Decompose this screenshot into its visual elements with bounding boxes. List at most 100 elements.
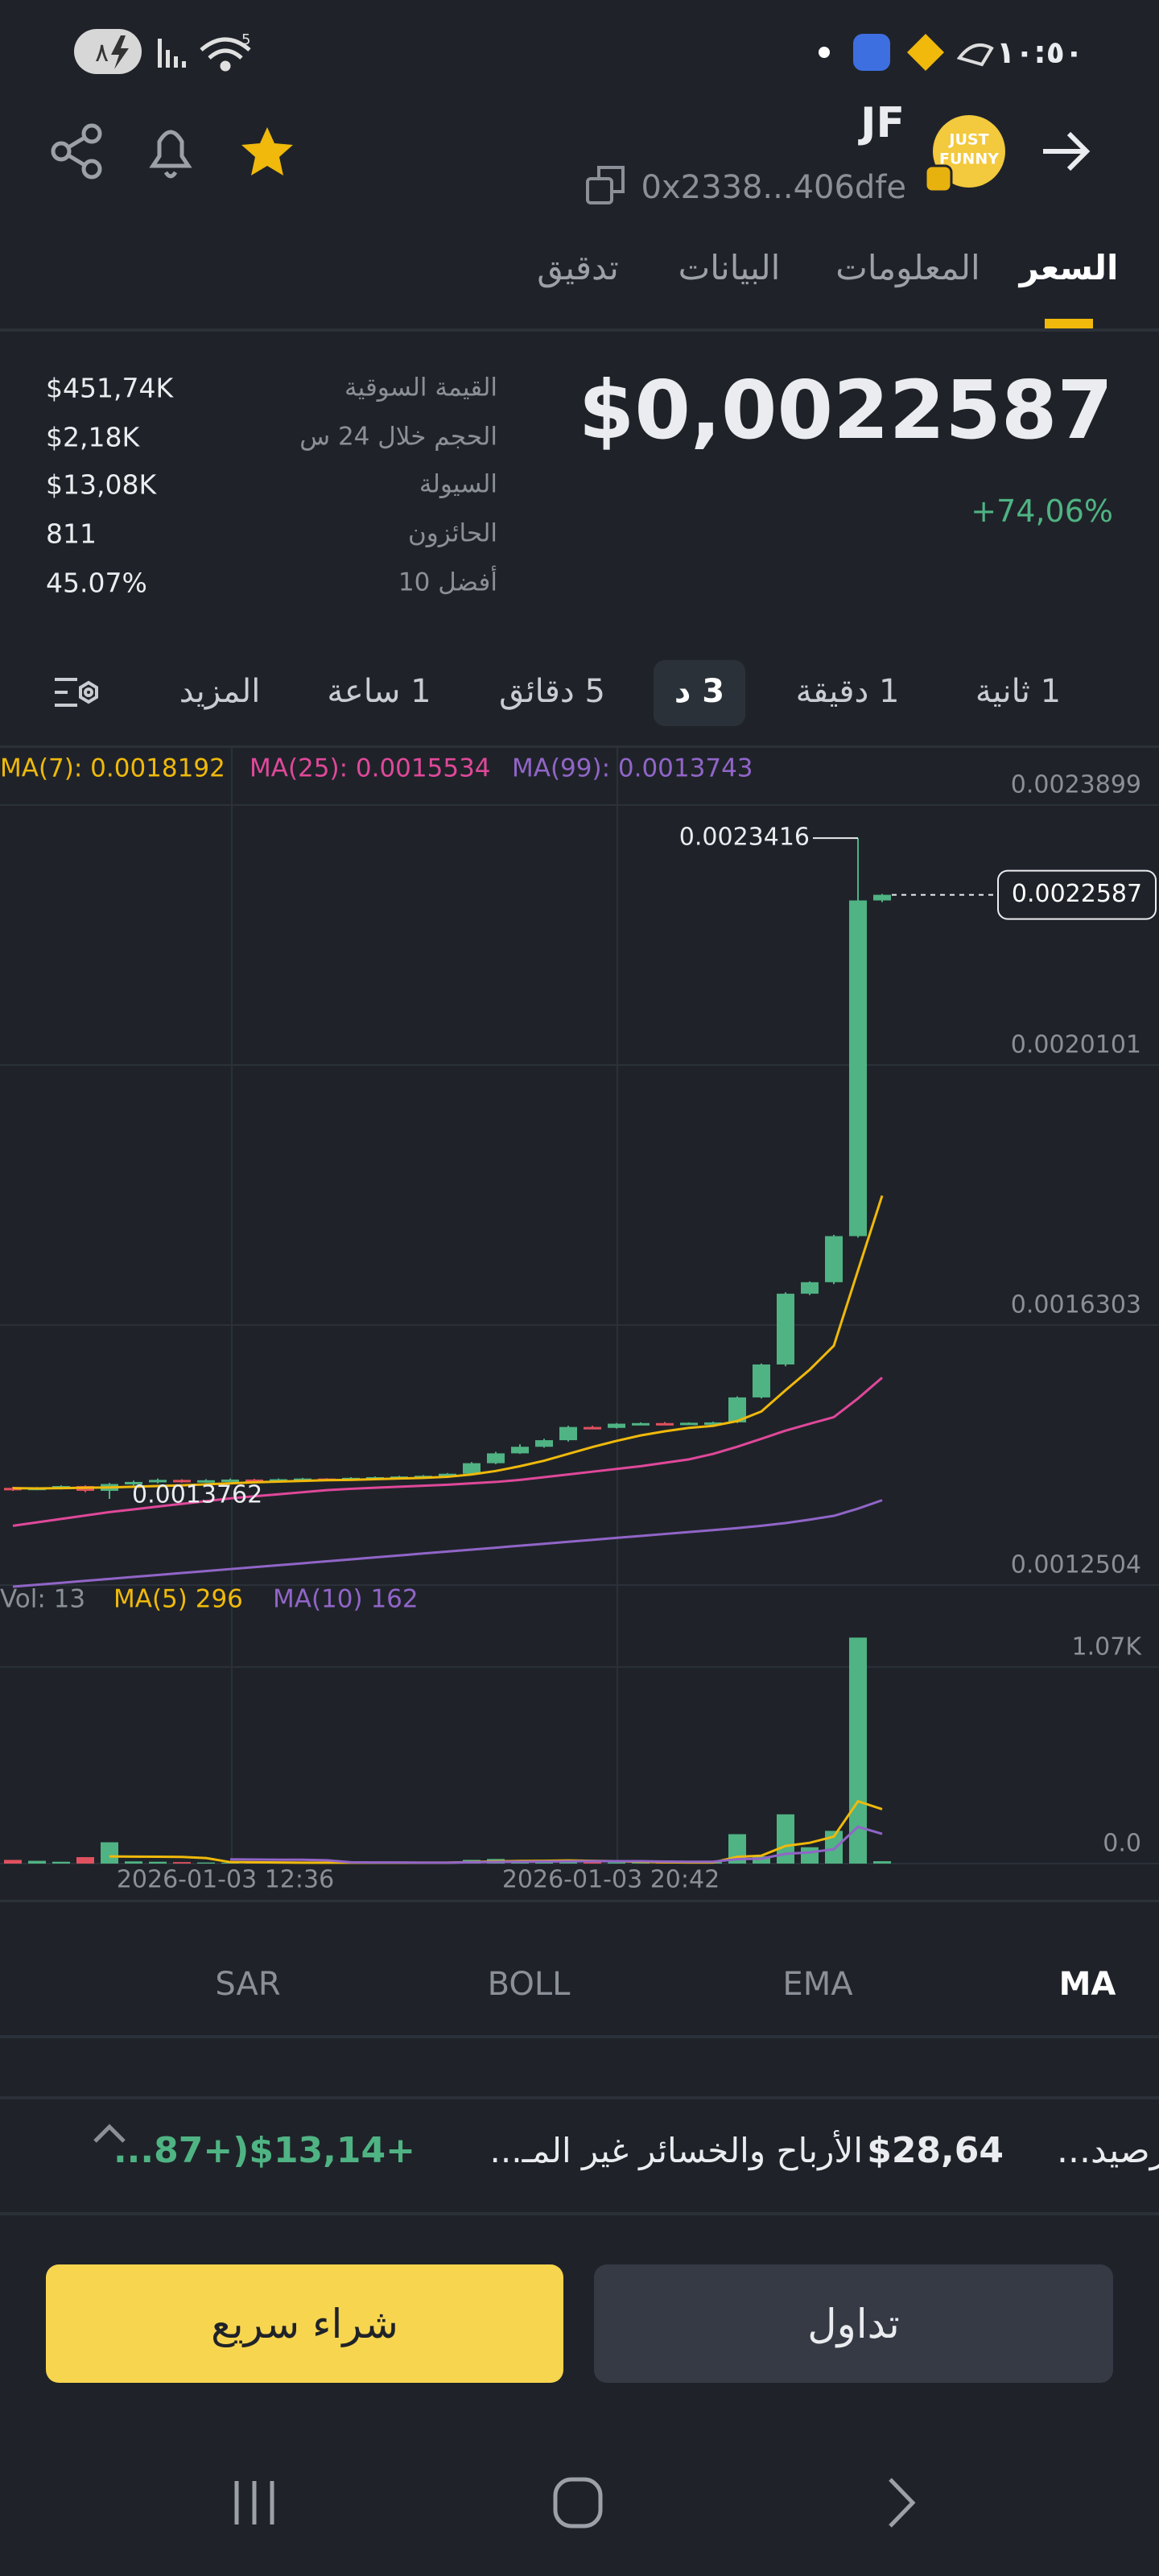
indicator[interactable]: BOLL	[487, 1966, 571, 2003]
stat-value: 45.07%	[46, 567, 147, 599]
interval[interactable]: 1 دقيقة	[795, 673, 900, 710]
volume-bar	[197, 1862, 215, 1864]
interval[interactable]: 5 دقائق	[499, 673, 605, 710]
last-price-label: 0.0022587	[1012, 880, 1142, 908]
y-tick-label: 0.0023899	[1011, 771, 1141, 799]
back-arrow[interactable]	[1043, 131, 1091, 171]
ma-line	[12, 1377, 883, 1527]
candle-body	[584, 1426, 601, 1430]
candle-body	[777, 1294, 794, 1365]
quick-buy-button[interactable]: شراء سريع	[46, 2264, 563, 2383]
candle-body	[535, 1440, 553, 1447]
candle-body	[801, 1282, 819, 1294]
x-tick-label: 2026-01-03 12:36	[117, 1866, 334, 1894]
star-icon[interactable]	[241, 127, 293, 175]
bolt-icon	[111, 35, 129, 69]
signal-icon	[158, 39, 186, 68]
candle-body	[608, 1423, 625, 1428]
tab[interactable]: المعلومات	[835, 248, 980, 287]
button-label: تداول	[807, 2300, 900, 2347]
volume-bar	[125, 1861, 142, 1864]
nav-bar[interactable]	[234, 2477, 916, 2529]
candle-body	[632, 1422, 650, 1426]
divider	[0, 2096, 1159, 2099]
stat-label: القيمة السوقية	[344, 373, 497, 402]
interval[interactable]: المزيد	[179, 673, 261, 710]
indicator[interactable]: MA	[1058, 1966, 1116, 2003]
candle-body	[873, 894, 891, 901]
volume-bar	[608, 1862, 625, 1864]
y-tick-label: 0.0012504	[1011, 1551, 1141, 1579]
volume-bar	[753, 1856, 770, 1864]
candle-body	[463, 1463, 481, 1474]
wifi-icon	[200, 37, 251, 72]
chart-settings-icon[interactable]	[55, 678, 98, 707]
volume-bar	[825, 1831, 843, 1864]
last-price-box	[997, 869, 1157, 920]
stat-label: أفضل 10	[398, 568, 497, 597]
bell-icon[interactable]	[149, 130, 192, 179]
low-label: 0.0013762	[132, 1481, 262, 1509]
copy-icon[interactable]	[586, 166, 625, 204]
high-label: 0.0023416	[679, 824, 810, 852]
volume-bar	[777, 1814, 794, 1864]
candle-body	[656, 1422, 674, 1426]
volume-ma-line	[229, 1825, 883, 1864]
volume-tick-label: 0.0	[1103, 1830, 1141, 1858]
legend-entry: MA(7): 0.0018192	[0, 753, 225, 783]
candle-body	[149, 1480, 167, 1483]
tab[interactable]: البيانات	[678, 248, 781, 287]
candle-body	[173, 1480, 191, 1483]
price: $0,0022587	[578, 363, 1113, 457]
pnl-change: +$13,14(+87...	[113, 2130, 415, 2171]
volume-bar	[801, 1847, 819, 1864]
share-icon[interactable]	[51, 123, 102, 180]
logo-text: FUNNY	[939, 150, 999, 168]
ma-line	[12, 1195, 884, 1490]
volume-bar	[101, 1842, 118, 1864]
stat-value: 811	[46, 518, 97, 550]
volume-bar	[873, 1861, 891, 1864]
candle-body	[487, 1453, 505, 1463]
volume-bar	[28, 1860, 46, 1864]
tab[interactable]: تدقيق	[537, 248, 619, 287]
stat-value: $2,18K	[46, 421, 140, 453]
indicator[interactable]: SAR	[215, 1966, 281, 2003]
volume-tick-label: 1.07K	[1072, 1633, 1143, 1661]
legend-entry: MA(5) 296	[113, 1584, 243, 1614]
legend-entry: MA(99): 0.0013743	[512, 753, 753, 783]
divider	[0, 2035, 1159, 2038]
pnl-amount: $28,64	[867, 2130, 1004, 2171]
expand-chevron[interactable]	[93, 2124, 126, 2143]
battery-level: ٨	[95, 37, 109, 68]
candle-body	[125, 1481, 142, 1484]
volume-bar	[76, 1857, 94, 1864]
price-change: +74,06%	[971, 493, 1113, 529]
wifi-badge: 5	[241, 31, 251, 48]
candle-body	[197, 1480, 215, 1483]
tab[interactable]: السعر	[1019, 248, 1119, 287]
candle-body	[245, 1479, 263, 1482]
x-tick-label: 2026-01-03 20:42	[502, 1866, 720, 1894]
candle-body	[728, 1397, 746, 1422]
volume-bar	[4, 1860, 22, 1864]
indicator[interactable]: EMA	[782, 1966, 853, 2003]
tab-underline	[1045, 319, 1093, 328]
trade-button[interactable]: تداول	[594, 2264, 1113, 2383]
interval[interactable]: 1 ثانية	[975, 673, 1062, 710]
divider	[0, 328, 1159, 332]
candle-body	[511, 1447, 529, 1454]
button-label: شراء سريع	[211, 2300, 398, 2347]
contract-address[interactable]: 0x2338...406dfe	[641, 169, 907, 206]
candle-body	[221, 1479, 239, 1482]
candle-body	[680, 1422, 698, 1426]
interval[interactable]: 3 د	[674, 673, 725, 710]
stat-label: الحجم خلال 24 س	[299, 422, 497, 452]
legend-entry: MA(10) 162	[273, 1584, 419, 1614]
chain-badge	[924, 164, 953, 193]
stat-value: $13,08K	[46, 469, 157, 501]
candle-body	[704, 1422, 722, 1425]
interval[interactable]: 1 ساعة	[327, 673, 431, 710]
ma-line	[12, 1499, 883, 1588]
